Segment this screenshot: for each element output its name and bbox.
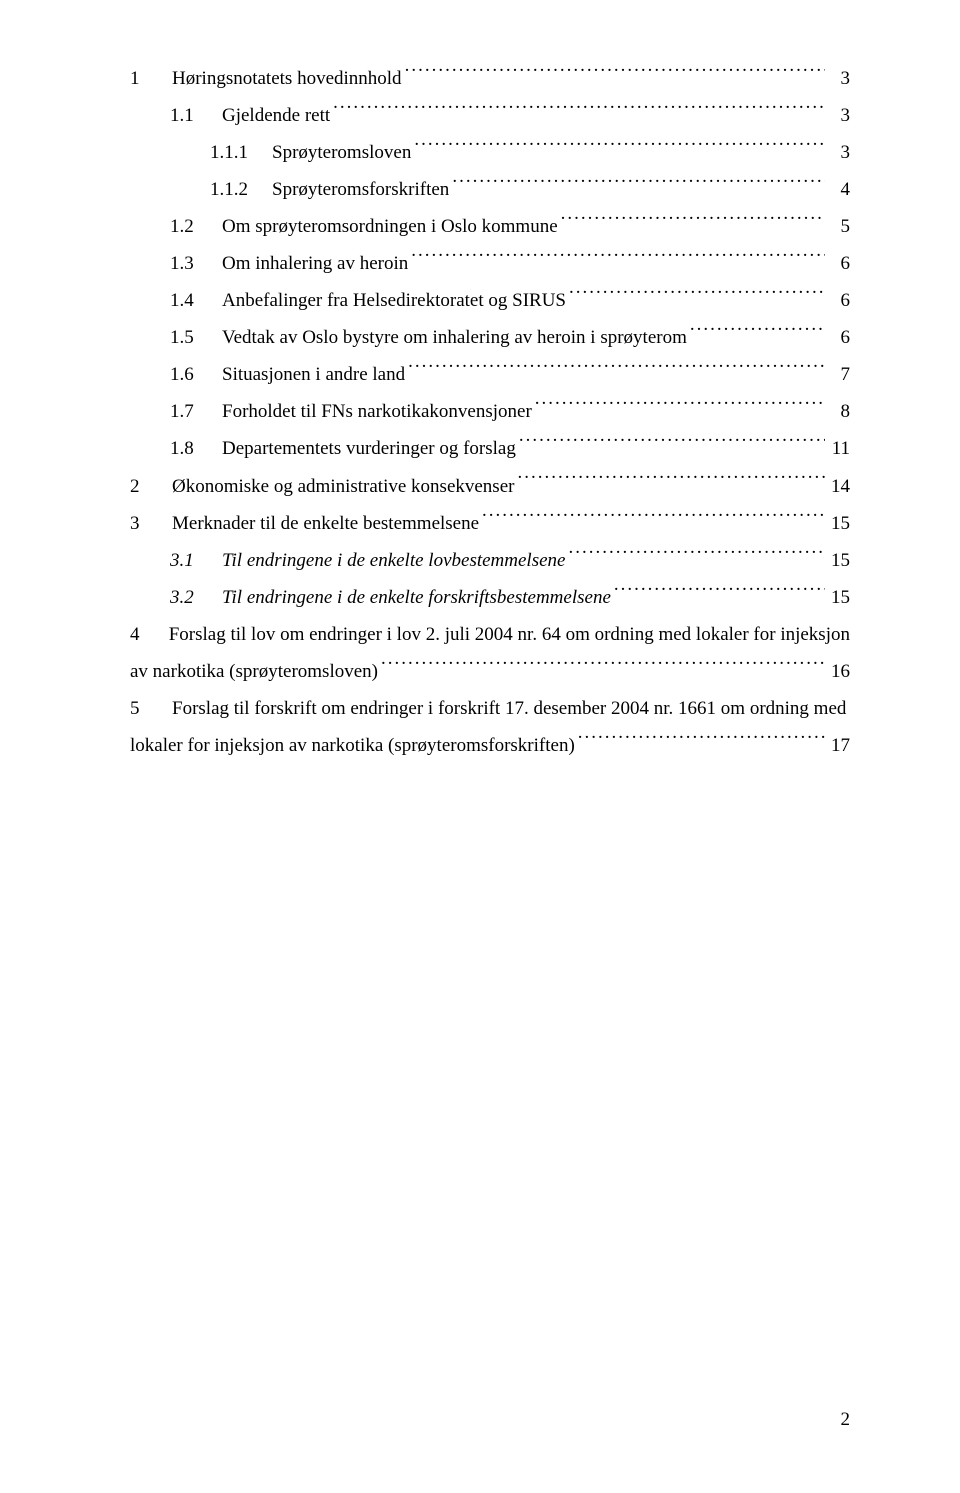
toc-row-continuation: av narkotika (sprøyteromsloven) 16 [130,653,850,690]
toc-number: 1.6 [170,356,222,393]
toc-label: Sprøyteromsloven [272,134,411,171]
toc-number: 1.8 [170,430,222,467]
toc-label: Til endringene i de enkelte lovbestemmel… [222,542,565,579]
toc-label: Departementets vurderinger og forslag [222,430,516,467]
toc-leader-dots [408,361,825,380]
toc-page: 6 [828,319,850,356]
toc-number: 1.7 [170,393,222,430]
toc-page: 16 [828,653,850,690]
toc-number: 1.1 [170,97,222,134]
toc-row: 1.6Situasjonen i andre land 7 [130,356,850,393]
toc-leader-dots [519,435,825,454]
toc-label: Forslag til forskrift om endringer i for… [172,690,846,727]
toc-number: 1.1.1 [210,134,272,171]
toc-row: 1.2Om sprøyteromsordningen i Oslo kommun… [130,208,850,245]
toc-page: 17 [828,727,850,764]
toc-row: 3.2Til endringene i de enkelte forskrift… [130,579,850,616]
toc-label: av narkotika (sprøyteromsloven) [130,653,378,690]
toc-label: Forholdet til FNs narkotikakonvensjoner [222,393,532,430]
toc-label: Anbefalinger fra Helsedirektoratet og SI… [222,282,566,319]
toc-leader-dots [569,287,825,306]
toc-label: Merknader til de enkelte bestemmelsene [172,505,479,542]
toc-label: lokaler for injeksjon av narkotika (sprø… [130,727,575,764]
toc-number: 1.2 [170,208,222,245]
toc-row: 5Forslag til forskrift om endringer i fo… [130,690,850,727]
toc-row: 3Merknader til de enkelte bestemmelsene 1… [130,505,850,542]
toc-number: 3 [130,505,172,542]
toc-page: 15 [828,542,850,579]
toc-leader-dots [411,250,825,269]
toc-number: 5 [130,690,172,727]
toc-leader-dots [381,658,825,677]
toc-row: 1.1.2Sprøyteromsforskriften 4 [130,171,850,208]
toc-number: 1.1.2 [210,171,272,208]
page: 1Høringsnotatets hovedinnhold31.1Gjelden… [0,0,960,1493]
toc-page: 6 [828,245,850,282]
toc-leader-dots [535,398,825,417]
toc-page: 3 [828,60,850,97]
toc-leader-dots [452,176,825,195]
toc-label: Forslag til lov om endringer i lov 2. ju… [169,616,850,653]
toc-row: 4Forslag til lov om endringer i lov 2. j… [130,616,850,653]
toc-label: Høringsnotatets hovedinnhold [172,60,402,97]
toc-row: 1Høringsnotatets hovedinnhold 3 [130,60,850,97]
toc-page: 15 [828,579,850,616]
toc-page: 3 [828,134,850,171]
toc-leader-dots [578,732,825,751]
toc-row: 2Økonomiske og administrative konsekvens… [130,468,850,505]
toc-number: 4 [130,616,169,653]
toc-number: 1.4 [170,282,222,319]
toc-leader-dots [568,547,825,566]
toc-page: 4 [828,171,850,208]
toc-leader-dots [614,584,825,603]
toc-number: 1 [130,60,172,97]
toc-label: Til endringene i de enkelte forskriftsbe… [222,579,611,616]
toc-label: Gjeldende rett [222,97,330,134]
toc-number: 1.3 [170,245,222,282]
toc-page: 3 [828,97,850,134]
toc-label: Økonomiske og administrative konsekvense… [172,468,514,505]
table-of-contents: 1Høringsnotatets hovedinnhold31.1Gjelden… [130,60,850,764]
toc-leader-dots [690,324,825,343]
toc-leader-dots [482,510,825,529]
toc-label: Om sprøyteromsordningen i Oslo kommune [222,208,558,245]
toc-page: 14 [828,468,850,505]
toc-page: 5 [828,208,850,245]
toc-page: 15 [828,505,850,542]
toc-row: 1.1.1Sprøyteromsloven 3 [130,134,850,171]
toc-number: 2 [130,468,172,505]
toc-page: 7 [828,356,850,393]
toc-leader-dots [561,213,825,232]
toc-number: 1.5 [170,319,222,356]
toc-row: 1.4Anbefalinger fra Helsedirektoratet og… [130,282,850,319]
toc-page: 11 [828,430,850,467]
toc-label: Om inhalering av heroin [222,245,408,282]
toc-leader-dots [414,139,825,158]
toc-number: 3.2 [170,579,222,616]
toc-leader-dots [333,102,825,121]
toc-row: 1.1Gjeldende rett 3 [130,97,850,134]
toc-row: 3.1Til endringene i de enkelte lovbestem… [130,542,850,579]
toc-number: 3.1 [170,542,222,579]
toc-row: 1.3Om inhalering av heroin 6 [130,245,850,282]
toc-leader-dots [517,473,825,492]
toc-row: 1.7Forholdet til FNs narkotikakonvensjon… [130,393,850,430]
toc-leader-dots [405,65,825,84]
toc-row: 1.5Vedtak av Oslo bystyre om inhalering … [130,319,850,356]
toc-page: 8 [828,393,850,430]
toc-label: Situasjonen i andre land [222,356,405,393]
toc-label: Sprøyteromsforskriften [272,171,449,208]
page-number: 2 [841,1409,851,1431]
toc-row-continuation: lokaler for injeksjon av narkotika (sprø… [130,727,850,764]
toc-row: 1.8Departementets vurderinger og forslag… [130,430,850,467]
toc-label: Vedtak av Oslo bystyre om inhalering av … [222,319,687,356]
toc-page: 6 [828,282,850,319]
